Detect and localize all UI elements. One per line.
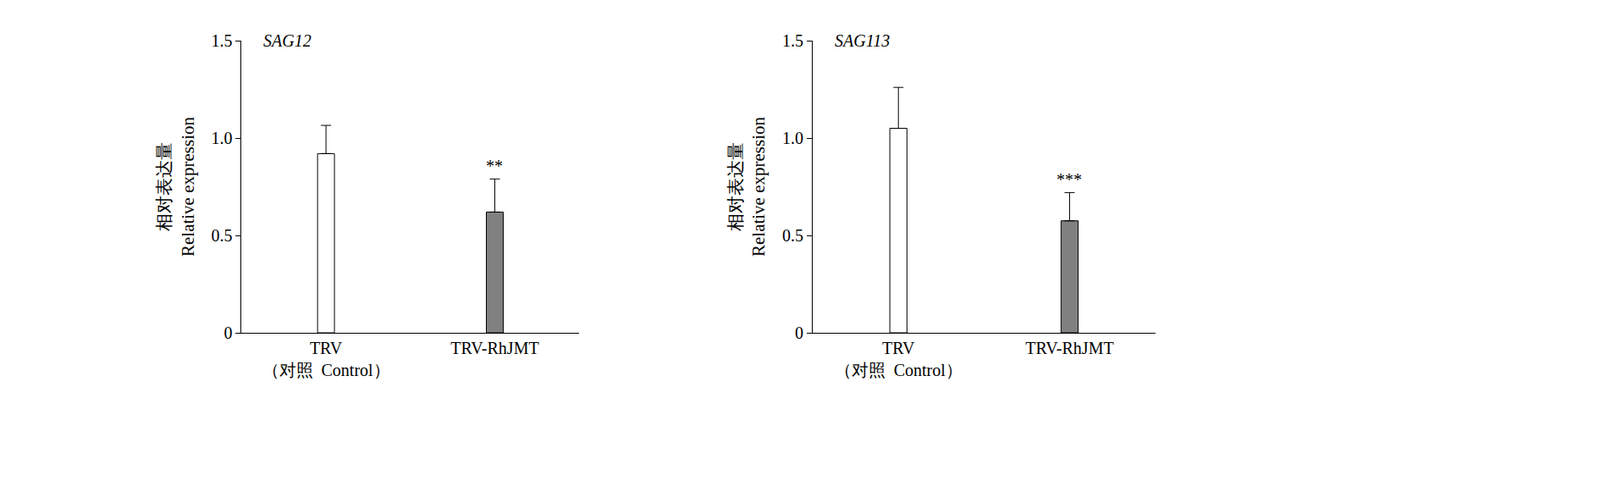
svg-text:0: 0 bbox=[794, 323, 804, 343]
svg-text:1.0: 1.0 bbox=[210, 128, 232, 148]
svg-text:**: ** bbox=[485, 156, 503, 176]
svg-text:相对表达量Relative expression: 相对表达量Relative expression bbox=[725, 115, 769, 257]
svg-text:1.5: 1.5 bbox=[210, 31, 232, 50]
svg-text:1.5: 1.5 bbox=[782, 31, 804, 50]
svg-text:TRV-RhJMT: TRV-RhJMT bbox=[1025, 338, 1114, 358]
svg-text:TRV（对照 Control）: TRV（对照 Control） bbox=[262, 338, 391, 380]
svg-text:TRV-RhJMT: TRV-RhJMT bbox=[450, 338, 539, 358]
svg-text:相对表达量Relative expression: 相对表达量Relative expression bbox=[154, 115, 198, 257]
svg-text:SAG12: SAG12 bbox=[263, 31, 312, 50]
svg-text:TRV（对照 Control）: TRV（对照 Control） bbox=[834, 338, 963, 380]
svg-text:1.0: 1.0 bbox=[782, 128, 804, 148]
svg-text:0: 0 bbox=[223, 323, 232, 343]
svg-text:SAG113: SAG113 bbox=[834, 31, 890, 50]
svg-text:***: *** bbox=[1056, 170, 1082, 189]
svg-text:0.5: 0.5 bbox=[782, 226, 804, 245]
svg-text:0.5: 0.5 bbox=[210, 226, 232, 245]
